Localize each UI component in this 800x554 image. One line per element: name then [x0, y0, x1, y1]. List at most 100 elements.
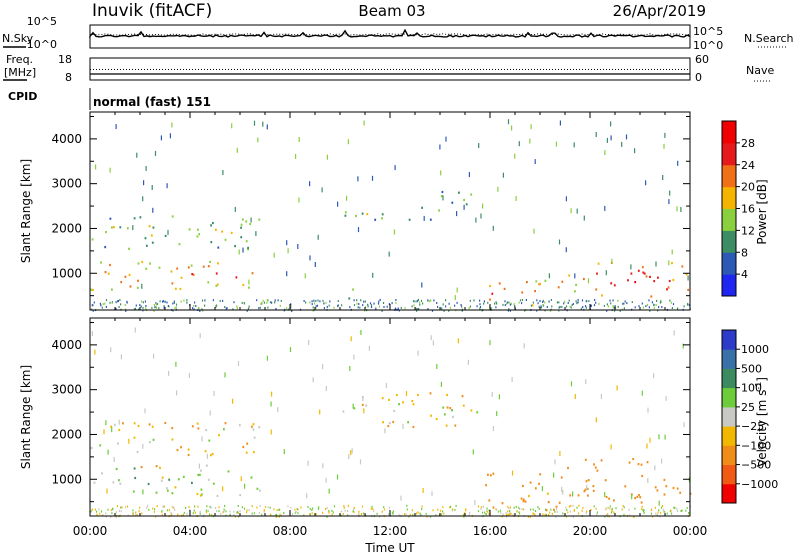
- data-cell: [225, 510, 227, 513]
- data-cell: [237, 505, 239, 507]
- data-cell: [259, 489, 261, 492]
- data-cell: [664, 434, 666, 440]
- data-cell: [174, 287, 177, 290]
- y-tick-label: 2000: [51, 221, 82, 235]
- data-cell: [373, 302, 375, 305]
- data-cell: [266, 355, 268, 361]
- data-cell: [275, 513, 277, 516]
- data-cell: [128, 247, 130, 250]
- data-cell: [378, 305, 381, 308]
- data-cell: [560, 476, 563, 479]
- data-cell: [176, 449, 179, 452]
- data-cell: [341, 304, 343, 307]
- data-cell: [548, 273, 550, 279]
- data-cell: [295, 154, 297, 159]
- data-cell: [623, 506, 625, 509]
- data-cell: [451, 509, 453, 512]
- data-cell: [316, 304, 319, 307]
- data-cell: [269, 301, 272, 304]
- data-cell: [555, 505, 558, 508]
- data-cell: [188, 506, 190, 508]
- data-cell: [436, 364, 438, 369]
- data-cell: [369, 302, 372, 305]
- data-cell: [150, 234, 153, 237]
- data-cell: [449, 407, 452, 410]
- data-cell: [201, 299, 204, 302]
- data-cell: [245, 451, 248, 454]
- data-cell: [537, 302, 539, 305]
- data-cell: [522, 484, 524, 488]
- data-cell: [312, 306, 314, 309]
- data-cell: [656, 299, 658, 302]
- data-cell: [571, 304, 573, 306]
- data-cell: [411, 509, 413, 512]
- data-cell: [448, 302, 450, 305]
- data-cell: [647, 407, 649, 413]
- data-cell: [132, 513, 134, 516]
- data-cell: [592, 485, 595, 488]
- data-cell: [518, 512, 521, 515]
- data-cell: [381, 397, 384, 400]
- data-cell: [628, 461, 631, 464]
- data-cell: [614, 305, 616, 308]
- data-cell: [155, 306, 158, 309]
- data-cell: [503, 287, 506, 290]
- data-cell: [270, 513, 272, 516]
- data-cell: [372, 508, 374, 510]
- data-cell: [460, 304, 462, 306]
- colorbar-swatch: [722, 406, 736, 427]
- data-cell: [199, 494, 202, 497]
- nsearch-tick-bottom: 10^0: [693, 39, 723, 52]
- data-cell: [550, 508, 552, 511]
- data-cell: [152, 507, 154, 510]
- data-cell: [577, 494, 580, 497]
- data-cell: [662, 175, 664, 180]
- data-cell: [619, 309, 621, 312]
- data-cell: [151, 241, 154, 244]
- data-cell: [584, 305, 587, 308]
- data-cell: [445, 424, 448, 427]
- data-cell: [518, 511, 520, 514]
- data-cell: [668, 199, 670, 205]
- data-cell: [608, 497, 610, 500]
- data-cell: [146, 506, 148, 509]
- data-cell: [504, 304, 506, 307]
- data-cell: [676, 487, 679, 490]
- data-cell: [253, 436, 256, 439]
- data-cell: [572, 504, 574, 507]
- data-cell: [134, 327, 136, 333]
- data-cell: [224, 372, 226, 378]
- data-cell: [287, 248, 289, 254]
- data-cell: [437, 305, 439, 308]
- data-cell: [328, 304, 330, 307]
- power-panel: 1000 2000 3000 4000 Slant Range [km]: [19, 111, 691, 312]
- data-cell: [358, 510, 360, 513]
- data-cell: [107, 272, 110, 275]
- data-cell: [511, 470, 514, 476]
- data-cell: [613, 499, 615, 502]
- colorbar-tick-label: 16: [741, 203, 755, 216]
- data-cell: [688, 512, 690, 515]
- colorbar-swatch: [722, 368, 736, 389]
- data-cell: [522, 498, 525, 501]
- data-cell: [114, 423, 116, 426]
- data-cell: [111, 226, 113, 229]
- data-cell: [442, 506, 444, 509]
- data-cell: [456, 211, 458, 217]
- data-cell: [370, 507, 372, 510]
- data-cell: [442, 303, 444, 306]
- data-cell: [366, 213, 369, 216]
- data-cell: [147, 482, 150, 486]
- data-cell: [612, 305, 614, 307]
- data-cell: [139, 216, 142, 219]
- data-cell: [392, 420, 395, 424]
- data-cell: [567, 466, 569, 470]
- data-cell: [605, 507, 607, 510]
- data-cell: [234, 515, 236, 518]
- data-cell: [650, 295, 653, 298]
- data-cell: [649, 275, 651, 278]
- data-cell: [559, 120, 561, 126]
- data-cell: [370, 306, 373, 308]
- data-cell: [451, 409, 453, 412]
- data-cell: [581, 509, 583, 512]
